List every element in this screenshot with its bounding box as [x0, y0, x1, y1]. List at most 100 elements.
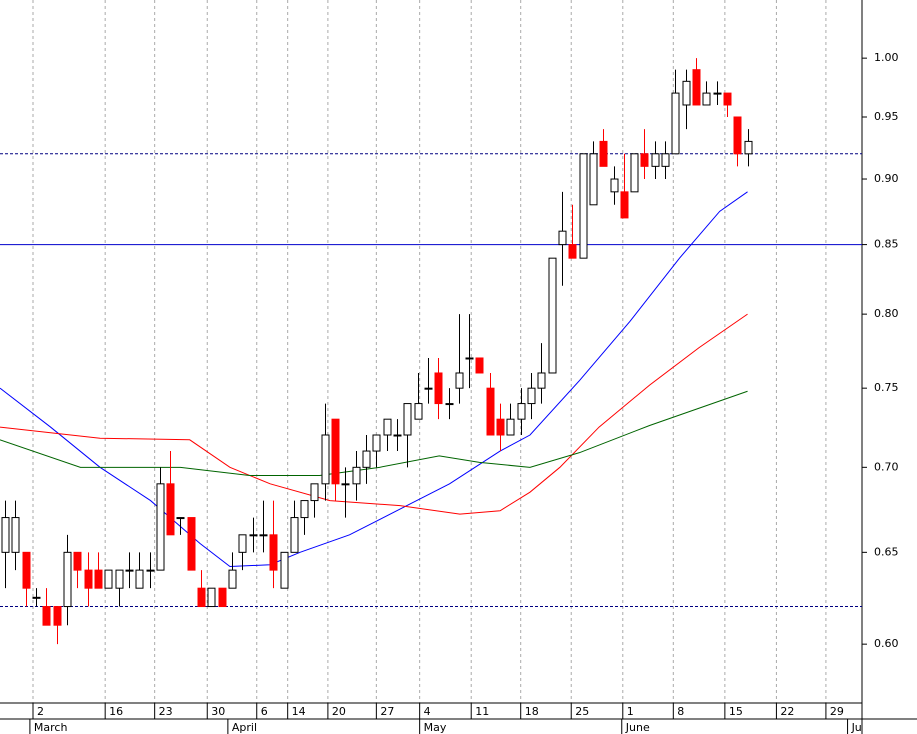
- x-tick-label: 25: [575, 705, 589, 718]
- candle-body: [723, 92, 732, 106]
- candle-body: [32, 596, 41, 599]
- x-tick-label: 14: [292, 705, 306, 718]
- candle-body: [599, 140, 608, 167]
- candle-body: [496, 418, 505, 436]
- moving-average: [0, 191, 748, 568]
- candle-body: [228, 569, 237, 589]
- candle-body: [73, 551, 82, 571]
- month-label: May: [424, 721, 447, 734]
- candle-body: [156, 483, 165, 571]
- candle-body: [733, 116, 742, 155]
- y-tick-label: 0.65: [874, 545, 899, 558]
- candle-body: [671, 92, 680, 155]
- x-tick-label: 23: [159, 705, 173, 718]
- candle-body: [403, 403, 412, 436]
- candle-body: [455, 372, 464, 389]
- candle-body: [548, 257, 557, 374]
- y-tick-label: 0.90: [874, 172, 899, 185]
- x-tick-label: 15: [729, 705, 743, 718]
- x-tick-label: 2: [37, 705, 44, 718]
- candle-body: [620, 191, 629, 219]
- candle-body: [393, 434, 402, 437]
- x-tick-label: 8: [677, 705, 684, 718]
- candle-body: [713, 92, 722, 95]
- y-tick-label: 1.00: [874, 51, 899, 64]
- candle-body: [269, 534, 278, 571]
- candle-body: [331, 418, 340, 485]
- candle-body: [300, 500, 309, 519]
- candle-body: [125, 569, 134, 572]
- candle-body: [527, 387, 536, 405]
- x-tick-label: 18: [525, 705, 539, 718]
- x-tick-label: 16: [109, 705, 123, 718]
- candle-body: [22, 551, 31, 589]
- candle-body: [558, 230, 567, 246]
- candle-body: [146, 569, 155, 572]
- x-tick-label: 1: [627, 705, 634, 718]
- candle-body: [135, 569, 144, 589]
- candle-body: [475, 357, 484, 374]
- month-label: Ju: [851, 721, 862, 734]
- candle-body: [341, 483, 350, 486]
- candle-body: [506, 418, 515, 436]
- candle-body: [744, 140, 753, 155]
- candle-body: [218, 587, 227, 608]
- moving-average: [0, 390, 748, 477]
- candle-body: [290, 517, 299, 553]
- candle-body: [692, 69, 701, 106]
- candle-body: [661, 153, 670, 167]
- month-label: March: [34, 721, 68, 734]
- candle-body: [610, 178, 619, 193]
- candle-body: [486, 387, 495, 436]
- month-label: June: [625, 721, 650, 734]
- candle-body: [104, 569, 113, 589]
- candle-body: [372, 434, 381, 452]
- x-tick-label: 29: [830, 705, 844, 718]
- month-label: April: [232, 721, 257, 734]
- candle-body: [383, 418, 392, 436]
- y-tick-label: 0.60: [874, 637, 899, 650]
- candle-body: [187, 517, 196, 571]
- candle-body: [53, 606, 62, 626]
- candle-body: [517, 403, 526, 420]
- candle-body: [207, 587, 216, 608]
- candle-body: [568, 244, 577, 259]
- candle-body: [640, 153, 649, 167]
- candle-body: [651, 153, 660, 167]
- candle-body: [630, 153, 639, 193]
- x-tick-label: 4: [424, 705, 431, 718]
- candle-body: [11, 517, 20, 553]
- candle-body: [238, 534, 247, 553]
- candle-body: [176, 517, 185, 520]
- candle-body: [362, 450, 371, 468]
- x-tick-label: 30: [211, 705, 225, 718]
- candle-body: [424, 387, 433, 390]
- candle-body: [1, 517, 10, 553]
- candle-body: [42, 606, 51, 626]
- candle-body: [63, 551, 72, 608]
- candle-body: [702, 92, 711, 106]
- candle-body: [465, 357, 474, 360]
- candle-body: [537, 372, 546, 389]
- candle-body: [84, 569, 93, 589]
- candle-body: [352, 466, 361, 485]
- x-tick-label: 20: [332, 705, 346, 718]
- y-tick-label: 0.85: [874, 238, 899, 251]
- candle-body: [414, 403, 423, 420]
- x-tick-label: 6: [261, 705, 268, 718]
- candle-body: [682, 80, 691, 106]
- candle-body: [589, 153, 598, 206]
- x-tick-label: 11: [475, 705, 489, 718]
- x-tick-label: 27: [380, 705, 394, 718]
- candle-body: [259, 534, 268, 537]
- candle-body: [115, 569, 124, 589]
- candle-body: [579, 153, 588, 259]
- candle-body: [249, 534, 258, 537]
- moving-average: [0, 313, 748, 515]
- candle-body: [321, 434, 330, 485]
- y-tick-label: 0.95: [874, 110, 899, 123]
- y-tick-label: 0.75: [874, 381, 899, 394]
- candle-body: [166, 483, 175, 536]
